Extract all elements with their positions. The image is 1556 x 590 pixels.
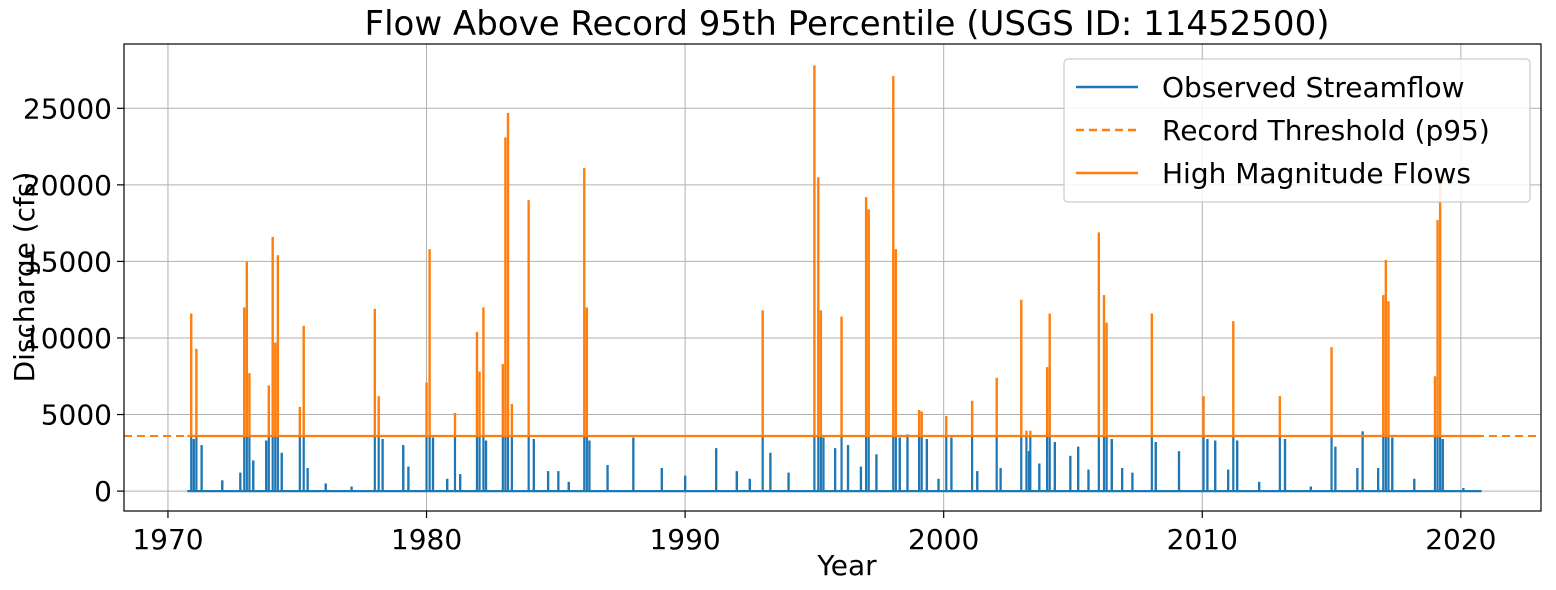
legend-box	[1063, 58, 1531, 203]
x-tick-label: 1970	[132, 523, 203, 556]
y-tick-label: 0	[94, 475, 112, 508]
y-tick-label: 10000	[23, 322, 112, 355]
x-axis: 1970 1980 1990 2000 2010 2020	[132, 511, 1496, 556]
x-tick-label: 1980	[391, 523, 462, 556]
y-tick-label: 20000	[23, 169, 112, 202]
plot-frame	[123, 43, 1542, 512]
x-tick-label: 2010	[1167, 523, 1238, 556]
x-tick-label: 1990	[649, 523, 720, 556]
x-axis-label: Year	[816, 549, 877, 582]
y-tick-label: 15000	[23, 245, 112, 278]
high-flow-layer	[187, 65, 1482, 438]
x-tick-label: 2020	[1425, 523, 1496, 556]
chart-title: Flow Above Record 95th Percentile (USGS …	[365, 4, 1330, 44]
y-tick-label: 5000	[41, 399, 112, 432]
y-axis: 0 5000 10000 15000 20000 25000	[23, 92, 124, 508]
y-tick-label: 25000	[23, 92, 112, 125]
legend: Observed Streamflow Record Threshold (p9…	[1063, 58, 1531, 203]
y-axis-label: Discharge (cfs)	[8, 172, 41, 383]
legend-observed-label: Observed Streamflow	[1162, 71, 1465, 104]
x-tick-label: 2000	[908, 523, 979, 556]
legend-high-label: High Magnitude Flows	[1162, 157, 1471, 190]
legend-threshold-label: Record Threshold (p95)	[1162, 114, 1490, 147]
observed-streamflow-layer	[187, 431, 1482, 493]
